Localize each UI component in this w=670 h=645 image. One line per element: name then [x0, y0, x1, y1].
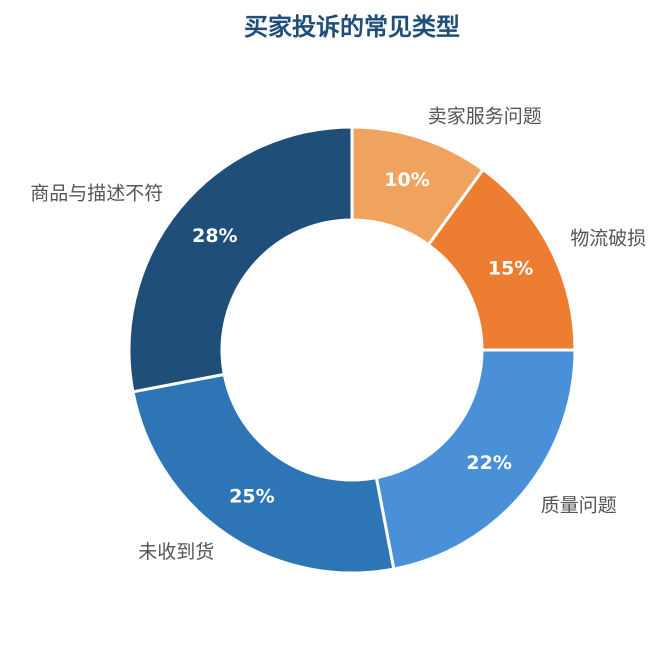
category-label: 未收到货 [138, 541, 214, 563]
data-label: 22% [466, 452, 511, 474]
category-label: 卖家服务问题 [428, 105, 542, 127]
donut-slice [127, 125, 354, 394]
donut-slice [374, 348, 577, 571]
category-label: 物流破损 [570, 227, 646, 249]
donut-slice [131, 372, 396, 575]
data-label: 25% [229, 486, 274, 508]
category-label: 质量问题 [541, 495, 617, 517]
data-label: 28% [192, 225, 237, 247]
data-label: 10% [384, 169, 429, 191]
category-label: 商品与描述不符 [30, 182, 163, 204]
chart-title: 买家投诉的常见类型 [244, 13, 460, 41]
data-label: 15% [488, 258, 533, 280]
